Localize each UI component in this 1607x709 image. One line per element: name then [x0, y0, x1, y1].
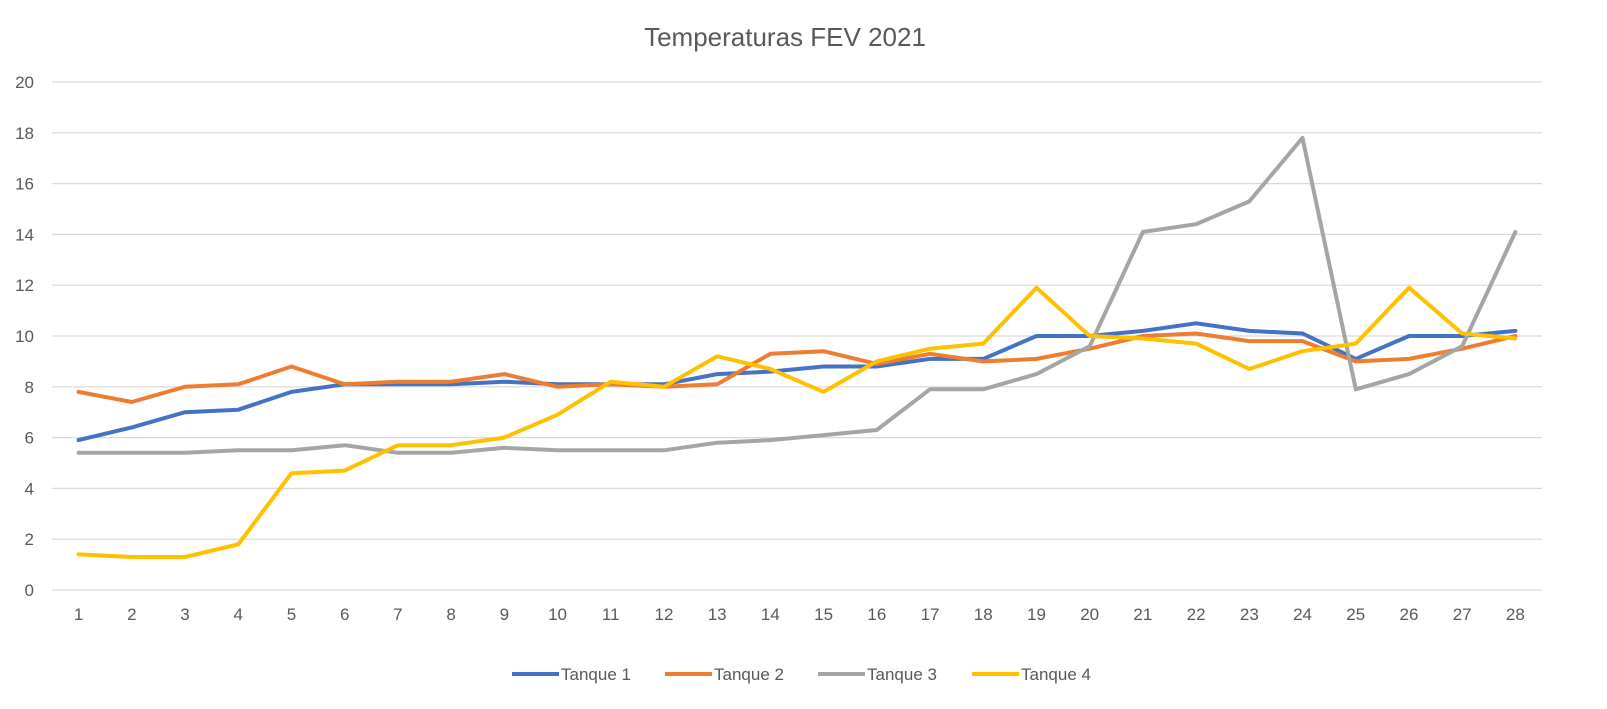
y-tick-label: 6	[25, 429, 34, 448]
x-axis-tick-labels: 1 2 3 4 5 6 7 8 9 10 11 12 13 14 15 16 17 18 19 20 21 22 23 24 2…	[74, 605, 1525, 624]
series-line-tanque-3	[76, 135, 1518, 455]
legend-label-tanque-3: Tanque 3	[867, 665, 937, 684]
legend: Tanque 1 Tanque 2 Tanque 3 Tanque 4	[512, 665, 1091, 684]
series-lines	[76, 135, 1518, 559]
x-tick-label: 8	[446, 605, 455, 624]
series-line-tanque-4	[76, 285, 1518, 559]
y-tick-label: 2	[25, 530, 34, 549]
x-tick-label: 23	[1240, 605, 1259, 624]
x-tick-label: 24	[1293, 605, 1312, 624]
x-tick-label: 13	[708, 605, 727, 624]
y-tick-label: 4	[25, 479, 34, 498]
x-tick-label: 7	[393, 605, 402, 624]
y-tick-label: 20	[15, 73, 34, 92]
x-tick-label: 18	[974, 605, 993, 624]
x-tick-label: 11	[602, 605, 620, 624]
y-tick-label: 14	[15, 225, 34, 244]
x-tick-label: 9	[500, 605, 509, 624]
x-tick-label: 26	[1400, 605, 1419, 624]
x-tick-label: 22	[1187, 605, 1206, 624]
x-tick-label: 19	[1027, 605, 1046, 624]
series-line-tanque-2	[76, 331, 1518, 404]
x-tick-label: 6	[340, 605, 349, 624]
x-tick-label: 27	[1453, 605, 1472, 624]
x-tick-label: 16	[867, 605, 886, 624]
x-tick-label: 14	[761, 605, 780, 624]
legend-label-tanque-1: Tanque 1	[561, 665, 631, 684]
x-tick-label: 12	[655, 605, 674, 624]
x-tick-label: 17	[921, 605, 940, 624]
y-tick-label: 8	[25, 378, 34, 397]
x-tick-label: 25	[1346, 605, 1365, 624]
chart-title: Temperaturas FEV 2021	[644, 22, 926, 52]
x-tick-label: 2	[127, 605, 136, 624]
y-tick-label: 18	[15, 124, 34, 143]
legend-label-tanque-2: Tanque 2	[714, 665, 784, 684]
x-tick-label: 3	[180, 605, 189, 624]
y-tick-label: 12	[15, 276, 34, 295]
y-tick-label: 10	[15, 327, 34, 346]
legend-label-tanque-4: Tanque 4	[1021, 665, 1091, 684]
x-tick-label: 4	[234, 605, 243, 624]
x-tick-label: 28	[1506, 605, 1525, 624]
x-tick-label: 5	[287, 605, 296, 624]
x-tick-label: 1	[74, 605, 83, 624]
x-tick-label: 10	[548, 605, 567, 624]
y-tick-label: 16	[15, 175, 34, 194]
gridlines	[52, 81, 1542, 591]
x-tick-label: 20	[1080, 605, 1099, 624]
x-tick-label: 21	[1133, 605, 1152, 624]
x-tick-label: 15	[814, 605, 833, 624]
series-line-tanque-1	[76, 321, 1518, 443]
y-axis-tick-labels: 0 2 4 6 8 10 12 14 16 18 20	[15, 73, 34, 600]
y-tick-label: 0	[25, 581, 34, 600]
